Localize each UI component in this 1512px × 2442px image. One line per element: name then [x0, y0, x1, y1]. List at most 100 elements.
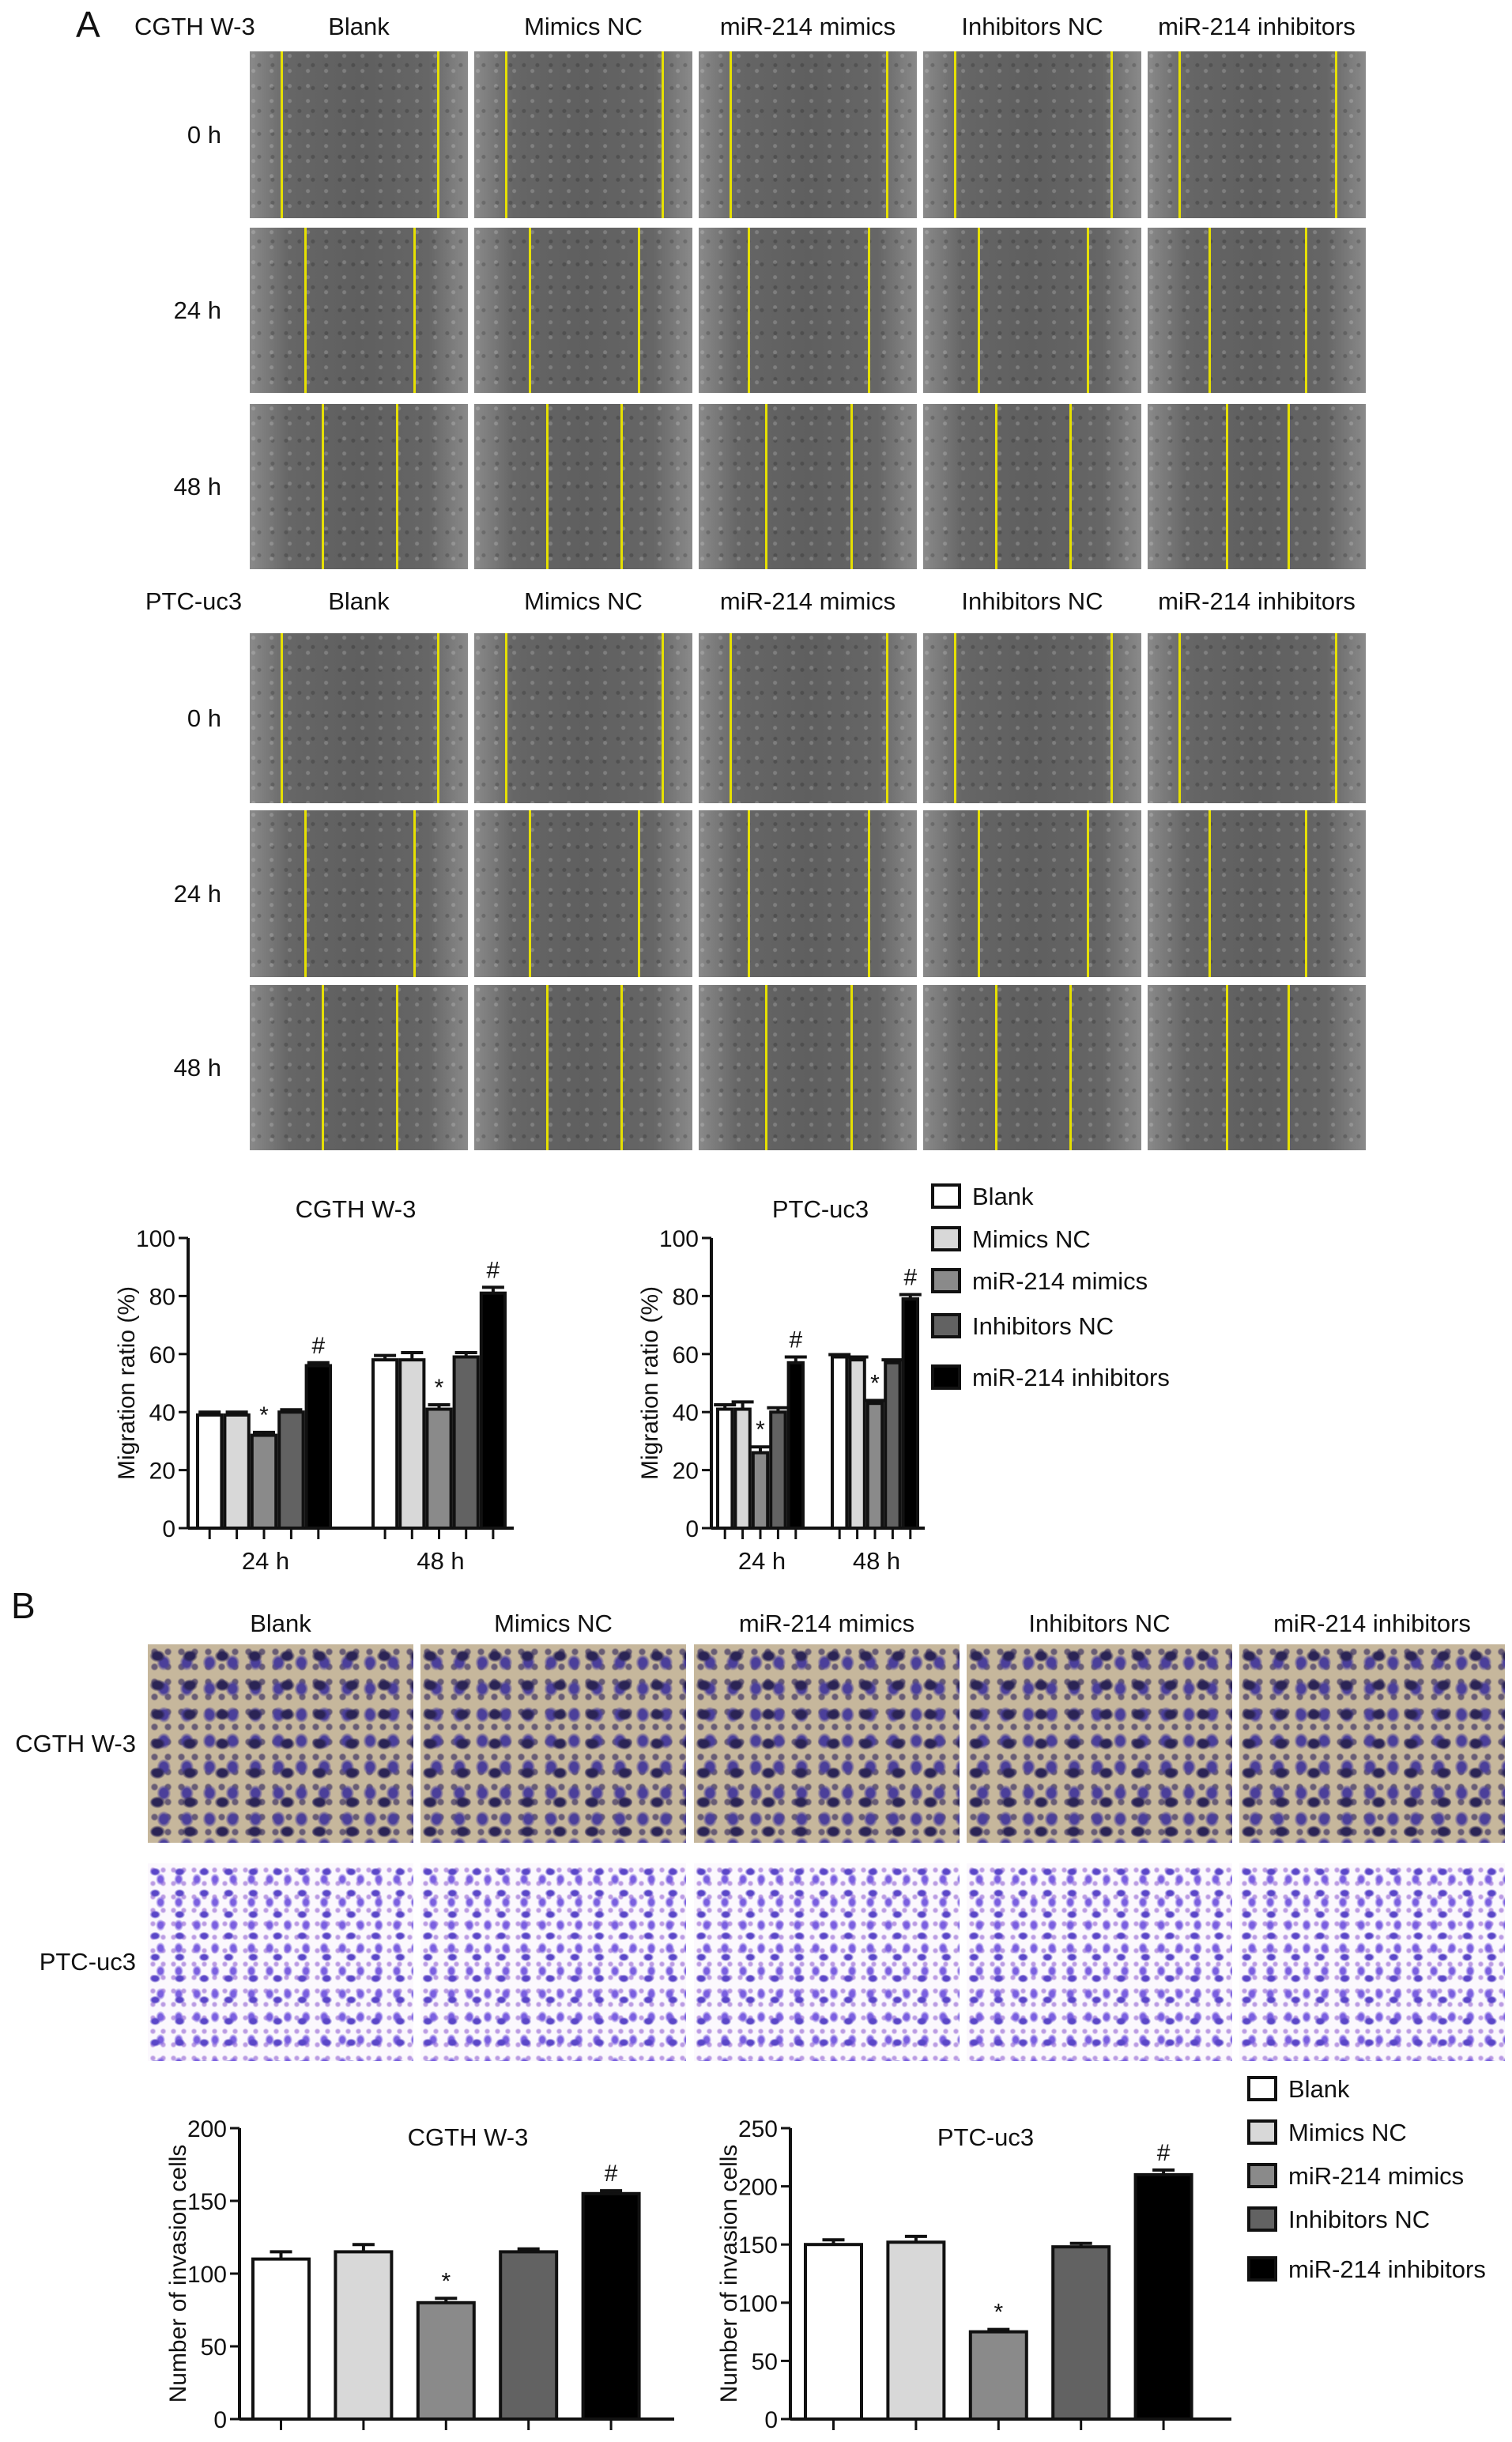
- wound-edge-line: [413, 810, 416, 977]
- timepoint-label: 24 h: [173, 296, 221, 324]
- y-tick-label: 250: [738, 2116, 778, 2142]
- wound-edge-line: [413, 228, 416, 393]
- y-tick-label: 50: [752, 2349, 778, 2375]
- wound-edge-line: [304, 810, 307, 977]
- legend-label: Inhibitors NC: [972, 1312, 1114, 1340]
- y-tick-label: 100: [738, 2291, 778, 2317]
- series-bar: [831, 1355, 849, 1530]
- significance-marker: *: [870, 1371, 880, 1397]
- scratch-wound-image: [474, 633, 692, 803]
- y-tick-label: 100: [136, 1226, 175, 1252]
- y-tick-label: 0: [162, 1516, 175, 1542]
- scratch-wound-image: [923, 633, 1141, 803]
- series-bar: [786, 1361, 805, 1530]
- category-bar: [804, 2243, 863, 2421]
- timepoint-label: 48 h: [173, 1053, 221, 1081]
- wound-edge-line: [748, 228, 751, 393]
- category-bar: [499, 2250, 559, 2421]
- scratch-wound-image: [250, 228, 468, 393]
- y-tick-label: 80: [673, 1284, 699, 1310]
- transwell-invasion-image: [1239, 1644, 1505, 1843]
- y-axis-label: Number of invasion cells: [165, 2145, 191, 2403]
- scratch-wound-image: [699, 810, 917, 977]
- wound-edge-line: [638, 228, 640, 393]
- group-header: miR-214 inhibitors: [1273, 1610, 1471, 1637]
- category-bar: [1051, 2245, 1111, 2421]
- category-bar: [1133, 2172, 1193, 2421]
- panel-a-label: A: [76, 4, 100, 45]
- significance-marker: #: [311, 1333, 325, 1359]
- scratch-wound-image: [474, 810, 692, 977]
- y-tick-label: 0: [685, 1516, 699, 1542]
- y-axis-label: Migration ratio (%): [114, 1286, 140, 1480]
- scratch-wound-image: [1148, 404, 1366, 569]
- wound-edge-line: [1110, 633, 1114, 803]
- legend-label: Inhibitors NC: [1288, 2206, 1430, 2233]
- significance-marker: #: [903, 1265, 917, 1291]
- y-tick-label: 150: [187, 2189, 227, 2215]
- series-bar: [479, 1291, 507, 1530]
- series-bar: [250, 1433, 278, 1530]
- legend-swatch: [931, 1183, 961, 1209]
- wound-edge-line: [437, 51, 440, 218]
- category-bar: [251, 2257, 311, 2421]
- scratch-wound-image: [474, 985, 692, 1150]
- transwell-invasion-image: [694, 1644, 960, 1843]
- scratch-wound-image: [699, 985, 917, 1150]
- category-bar: [968, 2330, 1028, 2421]
- legend-label: miR-214 inhibitors: [1288, 2255, 1486, 2283]
- legend-swatch: [1247, 2119, 1277, 2145]
- scratch-wound-image: [474, 51, 692, 218]
- category-bar: [416, 2300, 476, 2421]
- y-tick-label: 200: [187, 2116, 227, 2142]
- scratch-wound-image: [1148, 51, 1366, 218]
- wound-edge-line: [953, 633, 956, 803]
- wound-edge-line: [850, 985, 853, 1150]
- scratch-wound-image: [923, 228, 1141, 393]
- wound-edge-line: [1178, 51, 1181, 218]
- scratch-wound-image: [923, 404, 1141, 569]
- wound-edge-line: [1087, 228, 1089, 393]
- wound-edge-line: [546, 985, 549, 1150]
- group-header: Inhibitors NC: [961, 13, 1103, 40]
- wound-edge-line: [886, 51, 889, 218]
- series-bar: [769, 1410, 787, 1530]
- timepoint-label: 0 h: [187, 704, 221, 732]
- group-header: Blank: [250, 1610, 311, 1637]
- legend-swatch: [931, 1226, 961, 1251]
- scratch-wound-image: [923, 810, 1141, 977]
- significance-marker: *: [435, 1375, 444, 1401]
- y-tick-label: 100: [659, 1226, 699, 1252]
- wound-edge-line: [1110, 51, 1114, 218]
- legend-label: miR-214 mimics: [972, 1267, 1148, 1295]
- transwell-invasion-image: [967, 1863, 1232, 2061]
- series-bar: [425, 1407, 453, 1530]
- y-tick-label: 40: [673, 1400, 699, 1426]
- scratch-wound-image: [1148, 810, 1366, 977]
- scratch-wound-image: [250, 985, 468, 1150]
- scratch-wound-image: [474, 404, 692, 569]
- y-tick-label: 20: [149, 1459, 175, 1485]
- scratch-wound-image: [1148, 985, 1366, 1150]
- y-tick-label: 60: [673, 1342, 699, 1368]
- x-category-label: 48 h: [853, 1547, 900, 1575]
- series-bar: [371, 1358, 399, 1530]
- group-header: Blank: [328, 587, 390, 615]
- cell-line-label: PTC-uc3: [145, 587, 243, 615]
- wound-edge-line: [1304, 810, 1307, 977]
- significance-marker: #: [487, 1257, 500, 1283]
- timepoint-label: 48 h: [173, 472, 221, 500]
- chart-title: CGTH W-3: [408, 2123, 529, 2151]
- group-header: Mimics NC: [494, 1610, 613, 1637]
- y-axis-label: Number of invasion cells: [716, 2145, 742, 2403]
- legend-label: miR-214 mimics: [1288, 2162, 1464, 2190]
- scratch-wound-image: [250, 810, 468, 977]
- wound-edge-line: [662, 51, 665, 218]
- chart-title: CGTH W-3: [296, 1195, 417, 1223]
- wound-edge-line: [1069, 985, 1072, 1150]
- wound-edge-line: [322, 985, 325, 1150]
- significance-marker: *: [441, 2268, 451, 2294]
- scratch-wound-image: [1148, 228, 1366, 393]
- group-header: Mimics NC: [524, 13, 643, 40]
